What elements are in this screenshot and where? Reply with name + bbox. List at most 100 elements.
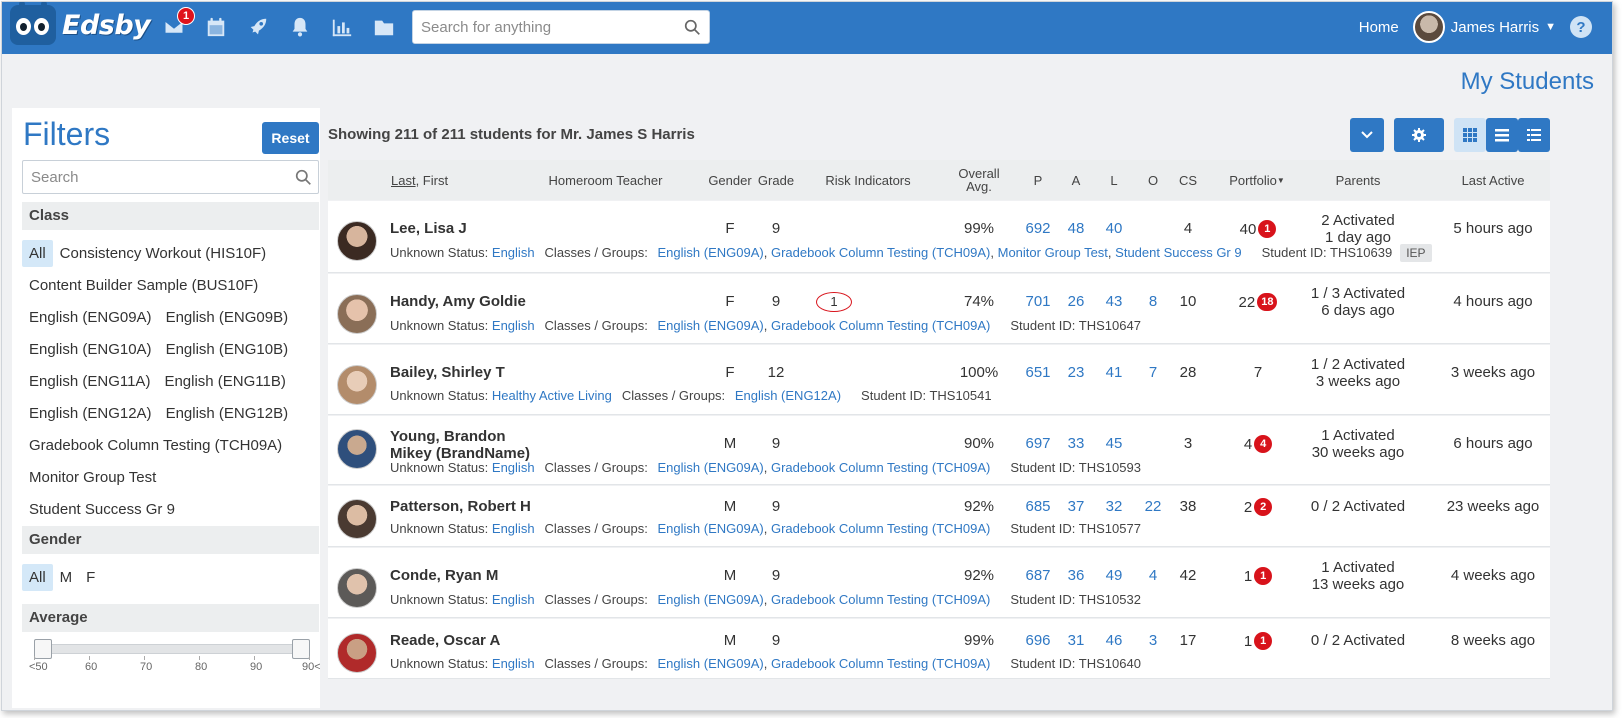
student-row[interactable]: Patterson, Robert H M 9 92% 685 37 32 22 38 2 2 0 /…	[328, 486, 1550, 547]
settings-button[interactable]	[1394, 118, 1444, 152]
student-name[interactable]: Young, Brandon	[390, 428, 506, 445]
list-view-button[interactable]	[1486, 118, 1518, 152]
portfolio-badge[interactable]: 1	[1254, 632, 1273, 650]
cell-o[interactable]: 3	[1148, 632, 1158, 649]
column-name[interactable]: Last, First	[391, 160, 461, 200]
class-link[interactable]: Gradebook Column Testing (TCH09A)	[770, 521, 991, 536]
cell-l[interactable]: 40	[1105, 220, 1123, 237]
student-name-continued[interactable]: Mikey (BrandName)	[390, 445, 531, 462]
class-link[interactable]: Gradebook Column Testing (TCH09A)	[770, 460, 991, 475]
cell-o[interactable]: 22	[1144, 498, 1162, 515]
student-avatar[interactable]	[337, 499, 377, 539]
cell-l[interactable]: 41	[1105, 364, 1123, 381]
cell-l[interactable]: 46	[1105, 632, 1123, 649]
class-chip[interactable]: English (ENG10B)	[165, 341, 289, 358]
cell-o[interactable]: 7	[1148, 364, 1158, 381]
column-p[interactable]: P	[1033, 172, 1043, 188]
compact-list-button[interactable]	[1518, 118, 1550, 152]
cell-p[interactable]: 692	[1025, 220, 1051, 237]
student-avatar[interactable]	[337, 429, 377, 469]
rocket-icon[interactable]	[246, 14, 270, 40]
cell-o[interactable]: 8	[1148, 293, 1158, 310]
column-portfolio[interactable]: Portfolio ▼	[1223, 160, 1291, 200]
reset-button[interactable]: Reset	[262, 122, 319, 154]
class-chip[interactable]: English (ENG11B)	[164, 373, 286, 390]
status-subject-link[interactable]: English	[491, 245, 535, 260]
portfolio-badge[interactable]: 1	[1258, 220, 1277, 238]
cell-parents[interactable]: 1 / 3 Activated 6 days ago	[1288, 285, 1428, 319]
edsby-logo[interactable]: Edsby	[10, 2, 151, 45]
cell-p[interactable]: 685	[1025, 498, 1051, 515]
class-chip[interactable]: Content Builder Sample (BUS10F)	[29, 277, 259, 294]
student-name[interactable]: Lee, Lisa J	[390, 220, 467, 237]
status-subject-link[interactable]: Healthy Active Living	[491, 388, 612, 403]
student-avatar[interactable]	[337, 221, 377, 261]
calendar-icon[interactable]	[204, 14, 228, 40]
portfolio-badge[interactable]: 2	[1254, 498, 1273, 516]
portfolio-badge[interactable]: 4	[1254, 435, 1273, 453]
cell-p[interactable]: 687	[1025, 567, 1051, 584]
cell-p[interactable]: 696	[1025, 632, 1051, 649]
class-chip[interactable]: English (ENG09A)	[29, 309, 152, 326]
class-link[interactable]: Student Success Gr 9	[1115, 245, 1242, 260]
student-row[interactable]: Young, Brandon Mikey (BrandName) M 9 90% 697 3…	[328, 416, 1550, 485]
column-cs[interactable]: CS	[1178, 172, 1198, 188]
student-name[interactable]: Conde, Ryan M	[390, 567, 499, 584]
student-row[interactable]: Bailey, Shirley T F 12 100% 651 23 41 7 28 7 1 / 2…	[328, 345, 1550, 415]
bell-icon[interactable]	[288, 14, 312, 40]
student-name[interactable]: Bailey, Shirley T	[390, 364, 505, 381]
cell-l[interactable]: 32	[1105, 498, 1123, 515]
column-a[interactable]: A	[1071, 172, 1081, 188]
column-homeroom[interactable]: Homeroom Teacher	[548, 172, 663, 188]
sort-first[interactable]: , First	[415, 172, 449, 188]
column-grade[interactable]: Grade	[757, 172, 795, 188]
column-gender[interactable]: Gender	[708, 172, 752, 188]
student-avatar[interactable]	[337, 568, 377, 608]
class-chip[interactable]: English (ENG11A)	[29, 373, 151, 390]
filter-search-input[interactable]	[23, 161, 318, 193]
folder-icon[interactable]	[372, 14, 396, 40]
class-chip[interactable]: English (ENG12B)	[165, 405, 289, 422]
cell-portfolio[interactable]: 40 1	[1208, 220, 1308, 238]
portfolio-badge[interactable]: 18	[1257, 293, 1278, 311]
class-link[interactable]: Gradebook Column Testing (TCH09A)	[770, 592, 991, 607]
class-chip-all[interactable]: All	[22, 240, 53, 267]
cell-a[interactable]: 23	[1067, 364, 1085, 381]
column-o[interactable]: O	[1147, 172, 1159, 188]
student-avatar[interactable]	[337, 294, 377, 334]
cell-parents[interactable]: 1 Activated 13 weeks ago	[1288, 559, 1428, 593]
home-link[interactable]: Home	[1358, 18, 1399, 36]
search-icon[interactable]	[295, 169, 312, 186]
cell-a[interactable]: 48	[1067, 220, 1085, 237]
cell-p[interactable]: 697	[1025, 435, 1051, 452]
class-chip[interactable]: Consistency Workout (HIS10F)	[59, 245, 267, 262]
class-link[interactable]: Gradebook Column Testing (TCH09A)	[770, 245, 991, 260]
column-l[interactable]: L	[1110, 172, 1118, 188]
column-parents[interactable]: Parents	[1335, 172, 1381, 188]
status-subject-link[interactable]: English	[491, 592, 535, 607]
class-link[interactable]: Gradebook Column Testing (TCH09A)	[770, 318, 991, 333]
class-link[interactable]: English (ENG09A)	[657, 656, 764, 671]
student-avatar[interactable]	[337, 365, 377, 405]
cell-a[interactable]: 36	[1067, 567, 1085, 584]
student-row[interactable]: Reade, Oscar A M 9 99% 696 31 46 3 17 1 1 0 / 2 Act…	[328, 619, 1550, 679]
class-chip[interactable]: English (ENG12A)	[29, 405, 152, 422]
class-chip[interactable]: English (ENG09B)	[165, 309, 289, 326]
cell-parents[interactable]: 1 / 2 Activated 3 weeks ago	[1288, 356, 1428, 390]
search-icon[interactable]	[684, 19, 701, 36]
student-avatar[interactable]	[337, 633, 377, 673]
cell-portfolio[interactable]: 7	[1208, 364, 1308, 381]
class-link[interactable]: Gradebook Column Testing (TCH09A)	[770, 656, 991, 671]
gender-chip-all[interactable]: All	[22, 564, 53, 591]
sort-last[interactable]: Last	[391, 172, 416, 188]
status-subject-link[interactable]: English	[491, 318, 535, 333]
user-name[interactable]: James Harris	[1450, 18, 1540, 36]
cell-portfolio[interactable]: 22 18	[1208, 293, 1308, 311]
cell-parents[interactable]: 2 Activated 1 day ago	[1288, 212, 1428, 246]
student-row[interactable]: Handy, Amy Goldie F 9 74% 701 26 43 8 10 1 22 18 1 /…	[328, 274, 1550, 344]
slider-min-handle[interactable]	[34, 639, 52, 659]
cell-parents[interactable]: 1 Activated 30 weeks ago	[1288, 427, 1428, 461]
